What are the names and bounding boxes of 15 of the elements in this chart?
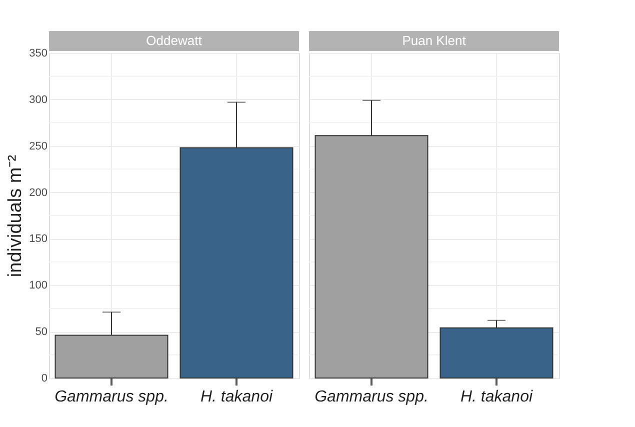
y-tick-label: 50 <box>35 326 48 338</box>
y-tick-label: 300 <box>29 94 48 106</box>
y-axis-title: individuals m⁻² <box>5 154 26 278</box>
y-tick-label: 100 <box>29 280 48 292</box>
x-tick-label: Gammarus spp. <box>54 388 168 406</box>
x-tick-label: Gammarus spp. <box>314 388 428 406</box>
y-tick-label: 350 <box>29 48 48 60</box>
x-tick-label: H. takanoi <box>460 388 533 406</box>
y-tick-label: 250 <box>29 140 48 152</box>
chart-title: Oddewatt <box>146 33 202 48</box>
chart-title: Puan Klent <box>402 33 466 48</box>
y-tick-label: 200 <box>29 186 48 199</box>
y-tick-label: 150 <box>29 233 48 246</box>
x-tick-label: H. takanoi <box>200 388 273 406</box>
y-tick-label: 0 <box>41 372 48 384</box>
